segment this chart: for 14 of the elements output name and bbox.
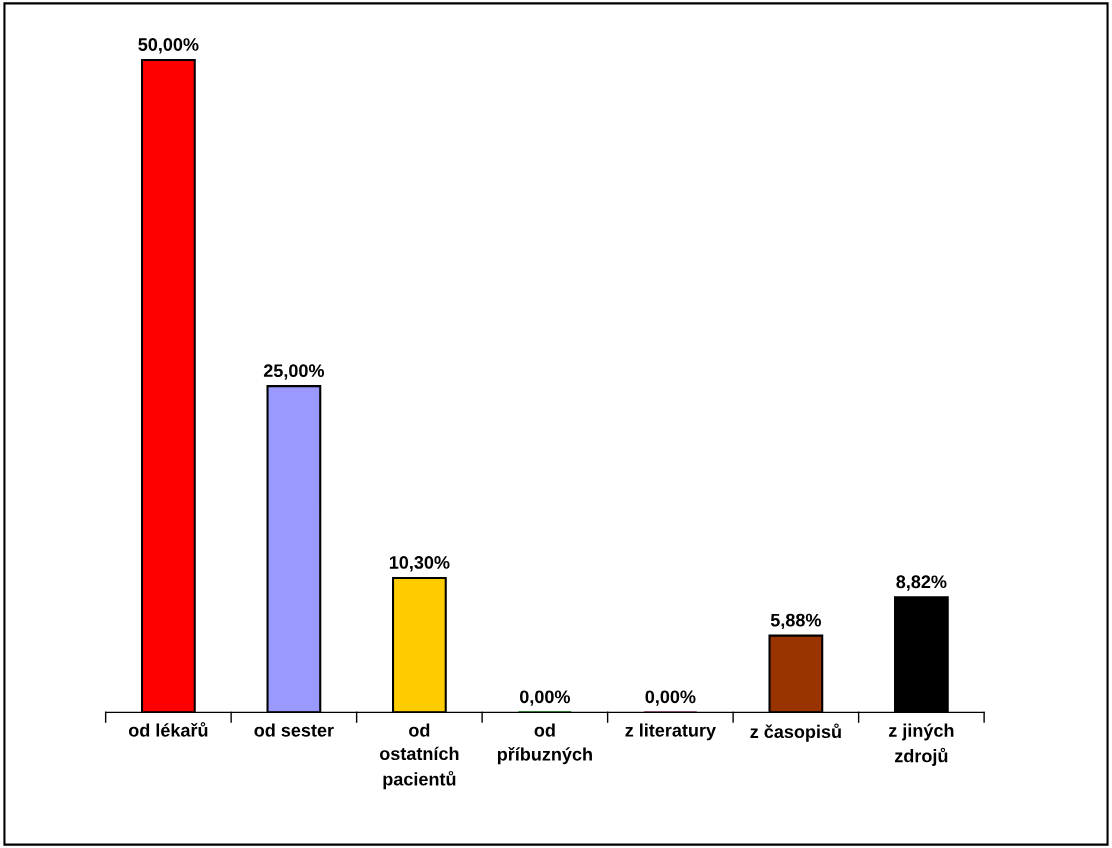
x-tick-label: z jiných zdrojů [888,723,954,766]
data-label: 8,82% [896,575,947,591]
data-label: 50,00% [138,38,199,54]
x-tick-label: od ostatních pacientů [379,723,459,790]
x-tick-label: od lékařů [128,722,208,737]
data-label: 25,00% [263,364,325,380]
data-label: 0,00% [645,690,696,706]
x-tick-label: od sester [254,723,334,737]
data-label: 5,88% [770,613,821,630]
x-tick-label: od příbuzných [497,723,592,765]
data-label: 0,00% [520,690,570,706]
x-tick-label: z časopisů [750,723,841,742]
data-label: 10,30% [389,556,450,572]
x-tick-label: z literatury [625,723,716,741]
